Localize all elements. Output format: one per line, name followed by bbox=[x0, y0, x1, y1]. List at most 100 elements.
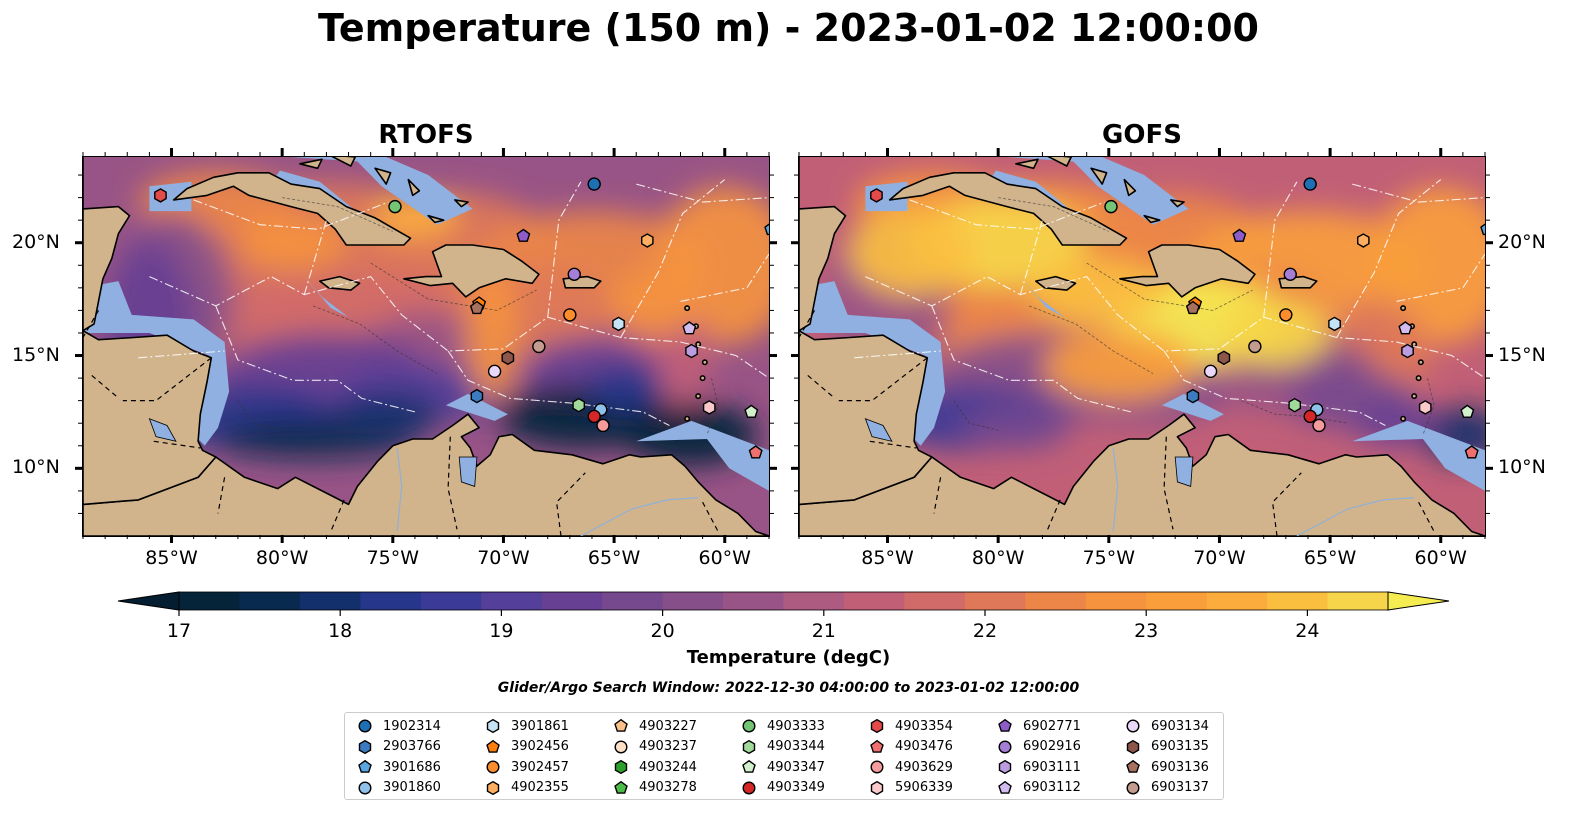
legend-label: 6903137 bbox=[1151, 780, 1209, 795]
legend-item: 6903111 bbox=[997, 757, 1081, 777]
circle-marker-icon bbox=[486, 760, 500, 774]
legend-item: 4902355 bbox=[485, 778, 569, 798]
legend-marker bbox=[742, 739, 756, 754]
legend-item: 3902456 bbox=[485, 737, 569, 757]
colorbar-tick-label: 24 bbox=[1295, 620, 1320, 642]
legend-label: 4903227 bbox=[639, 718, 697, 734]
float-marker-3901686 bbox=[1480, 223, 1485, 236]
float-marker-6903135 bbox=[1217, 350, 1231, 366]
float-marker-4903333 bbox=[388, 199, 402, 214]
colorbar-segment bbox=[783, 592, 845, 610]
legend-marker bbox=[870, 760, 884, 774]
legend-label: 6902771 bbox=[1023, 718, 1081, 734]
float-legend: 1902314 2903766 3901686 3901860 3901861 39024… bbox=[344, 712, 1224, 800]
legend-label: 6903136 bbox=[1151, 759, 1209, 775]
hexagon-marker-icon bbox=[998, 759, 1012, 775]
float-marker-4903349 bbox=[587, 409, 601, 424]
float-marker-4903629 bbox=[596, 418, 610, 433]
legend-marker bbox=[870, 780, 884, 795]
y-tick-label: 20°N bbox=[12, 230, 60, 253]
land bbox=[83, 157, 769, 536]
legend-item: 6903136 bbox=[1125, 757, 1209, 777]
x-tick-label: 85°W bbox=[861, 547, 914, 569]
legend-label: 6902916 bbox=[1023, 739, 1081, 754]
legend-marker bbox=[998, 780, 1012, 794]
legend-label: 3901860 bbox=[383, 780, 441, 795]
float-marker-4903354 bbox=[154, 188, 167, 203]
float-marker-4903349 bbox=[1303, 409, 1317, 424]
hexagon-marker-icon bbox=[870, 780, 884, 795]
x-tick-label: 70°W bbox=[477, 547, 530, 569]
circle-marker-icon bbox=[742, 719, 756, 733]
legend-marker bbox=[1126, 739, 1140, 754]
float-marker-6903134 bbox=[487, 364, 502, 379]
legend-item: 5906339 bbox=[869, 778, 953, 798]
legend-item: 4903244 bbox=[613, 757, 697, 777]
colorbar-segment bbox=[239, 592, 301, 610]
x-tick-label: 70°W bbox=[1193, 547, 1246, 569]
eez-boundaries bbox=[854, 179, 1485, 426]
legend-item: 4903629 bbox=[869, 757, 953, 777]
legend-item: 1902314 bbox=[357, 716, 441, 736]
pentagon-marker-icon bbox=[870, 739, 884, 753]
shallow-shelf bbox=[1007, 157, 1189, 225]
float-marker-4903476 bbox=[1464, 445, 1479, 459]
legend-item: 3901861 bbox=[485, 716, 569, 736]
hexagon-marker-icon bbox=[358, 739, 372, 754]
circle-marker-icon bbox=[1126, 719, 1140, 733]
float-marker-3901861 bbox=[1328, 316, 1341, 332]
legend-item: 4903347 bbox=[741, 757, 825, 777]
bathymetry-contours bbox=[237, 197, 719, 435]
panel-title-gofs: GOFS bbox=[1102, 120, 1182, 150]
legend-marker bbox=[742, 759, 756, 773]
y-tick-label: 10°N bbox=[12, 456, 60, 479]
colorbar-segment bbox=[1327, 592, 1389, 610]
colorbar-segment bbox=[1146, 592, 1208, 610]
shallow-shelf bbox=[445, 393, 508, 421]
search-window-text: Glider/Argo Search Window: 2022-12-30 04… bbox=[497, 680, 1080, 696]
float-marker-4903354 bbox=[870, 188, 883, 203]
x-tick-label: 65°W bbox=[1303, 547, 1357, 569]
legend-label: 3902457 bbox=[511, 759, 569, 775]
circle-marker-icon bbox=[358, 780, 372, 795]
x-tick-label: 60°W bbox=[1414, 547, 1467, 569]
legend-item: 3901860 bbox=[357, 778, 441, 798]
float-marker-6903134 bbox=[1203, 364, 1218, 379]
legend-item: 3901686 bbox=[357, 757, 441, 777]
circle-marker-icon bbox=[870, 760, 884, 774]
legend-label: 4903349 bbox=[767, 780, 825, 795]
float-marker-4903333 bbox=[1104, 199, 1118, 214]
colorbar-segment bbox=[541, 592, 603, 610]
colorbar-tick-label: 22 bbox=[972, 620, 998, 642]
float-marker-6903137 bbox=[532, 339, 546, 354]
pentagon-marker-icon bbox=[358, 759, 372, 773]
legend-marker bbox=[1126, 719, 1140, 733]
float-marker-4903344 bbox=[1288, 397, 1301, 413]
pentagon-marker-icon bbox=[742, 759, 756, 773]
colorbar-tick-label: 17 bbox=[166, 620, 192, 642]
colorbar-tick-label: 20 bbox=[650, 620, 675, 642]
hexagon-marker-icon bbox=[870, 718, 884, 734]
eez-boundaries bbox=[138, 179, 769, 426]
colorbar-segment bbox=[602, 592, 664, 610]
float-marker-3902457 bbox=[1279, 308, 1293, 322]
x-tick-label: 85°W bbox=[145, 547, 198, 569]
float-marker-6902771 bbox=[1232, 228, 1247, 242]
legend-item: 6903112 bbox=[997, 778, 1081, 798]
legend-marker bbox=[998, 759, 1012, 775]
float-marker-6903112 bbox=[1398, 321, 1413, 335]
float-marker-4903476 bbox=[748, 445, 763, 459]
bathymetry-contours bbox=[953, 197, 1435, 435]
colorbar-segment bbox=[964, 592, 1026, 610]
float-marker-2903766 bbox=[470, 388, 484, 404]
legend-marker bbox=[358, 759, 372, 773]
colorbar-segment bbox=[1085, 592, 1147, 610]
legend-marker bbox=[742, 719, 756, 733]
legend-label: 1902314 bbox=[383, 718, 441, 734]
x-tick-label: 75°W bbox=[1082, 547, 1136, 569]
legend-marker bbox=[358, 719, 372, 733]
legend-marker bbox=[998, 739, 1012, 754]
float-marker-3901861 bbox=[612, 316, 625, 332]
shallow-shelf bbox=[291, 157, 473, 225]
legend-marker bbox=[486, 760, 500, 774]
